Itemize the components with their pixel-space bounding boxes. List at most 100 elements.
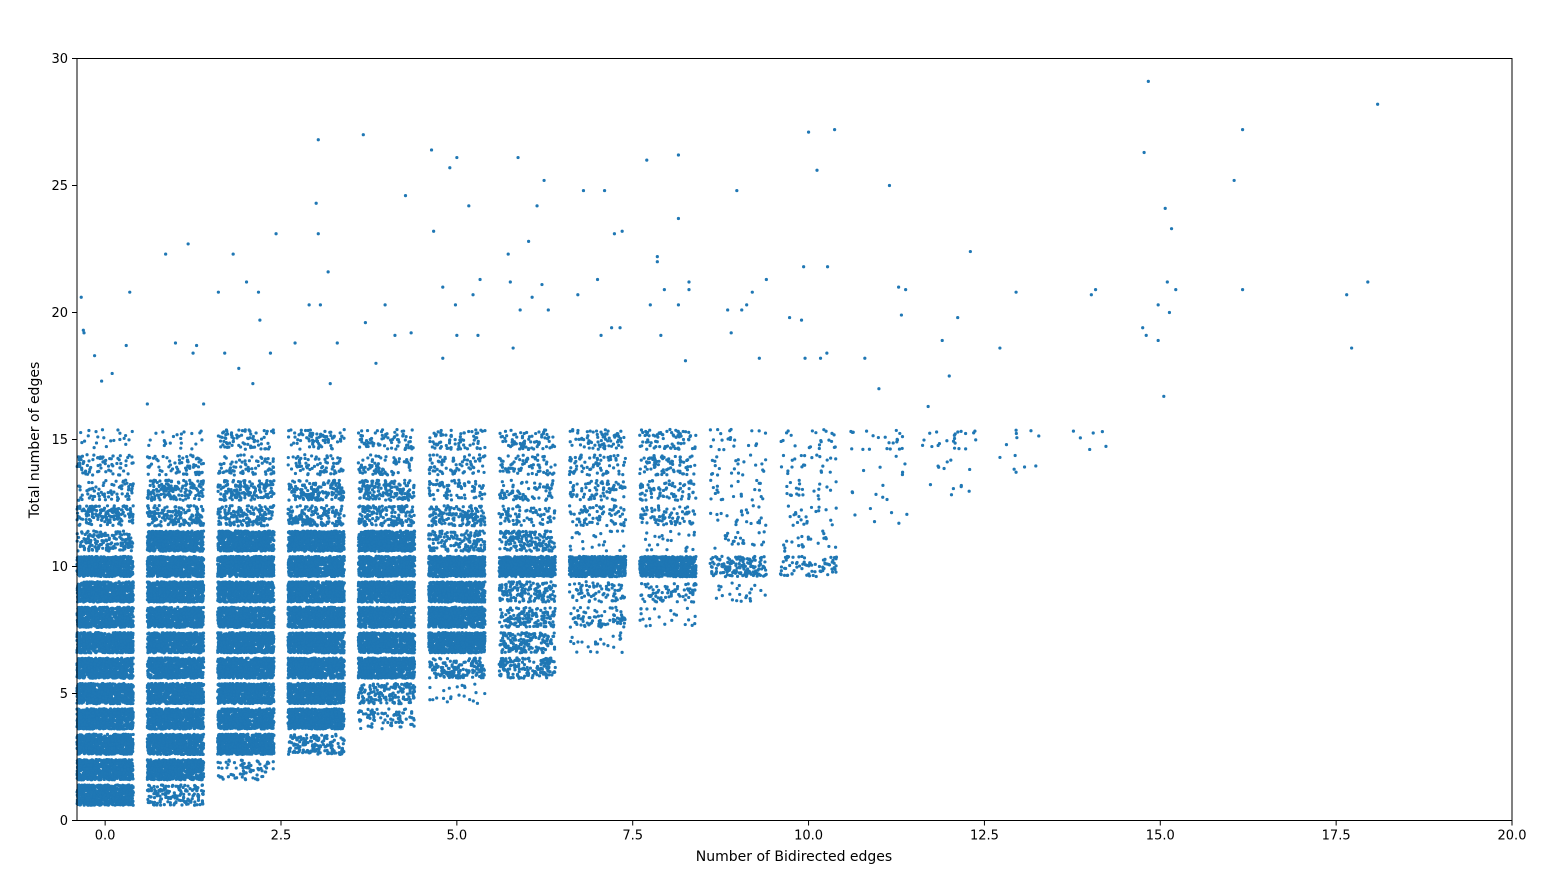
data-point — [99, 759, 102, 762]
data-point — [91, 752, 94, 755]
data-point — [90, 773, 93, 776]
data-point — [120, 785, 123, 788]
data-point — [84, 802, 87, 805]
data-point — [80, 764, 83, 767]
data-point — [109, 720, 112, 723]
data-point — [103, 767, 106, 770]
data-point — [103, 760, 106, 763]
data-point — [123, 670, 126, 673]
data-point — [130, 675, 133, 678]
data-point — [79, 803, 82, 806]
data-point — [113, 711, 116, 714]
data-point — [95, 742, 98, 745]
data-point — [103, 676, 106, 679]
data-point — [77, 783, 80, 786]
data-point — [102, 668, 105, 671]
data-point — [130, 784, 133, 787]
data-point — [110, 747, 113, 750]
data-point — [126, 796, 129, 799]
data-point — [122, 684, 125, 687]
data-point — [128, 694, 131, 697]
data-point — [127, 685, 130, 688]
data-point — [96, 758, 99, 761]
data-point — [116, 762, 119, 765]
data-point — [90, 724, 93, 727]
data-point — [86, 711, 89, 714]
data-point — [76, 724, 79, 727]
data-point — [117, 692, 120, 695]
data-point — [97, 750, 100, 753]
data-point — [92, 684, 95, 687]
data-point — [78, 658, 81, 661]
data-point — [85, 747, 88, 750]
data-point — [90, 708, 93, 711]
data-point — [85, 733, 88, 736]
data-point — [78, 691, 81, 694]
data-point — [84, 692, 87, 695]
data-point — [93, 777, 96, 780]
data-point — [98, 691, 101, 694]
data-point — [101, 715, 104, 718]
data-point — [101, 784, 104, 787]
data-point — [108, 695, 111, 698]
data-point — [113, 683, 116, 686]
data-point — [107, 699, 110, 702]
data-point — [114, 771, 117, 774]
data-point — [78, 788, 81, 791]
data-point — [117, 689, 120, 692]
data-point — [123, 766, 126, 769]
data-point — [76, 740, 79, 743]
data-point — [93, 761, 96, 764]
data-point — [93, 737, 96, 740]
data-point — [81, 686, 84, 689]
data-point — [118, 793, 121, 796]
data-point — [82, 772, 85, 775]
data-point — [77, 798, 80, 801]
data-point — [86, 661, 89, 664]
data-point — [123, 788, 126, 791]
data-point — [122, 797, 125, 800]
data-point — [122, 771, 125, 774]
data-point — [88, 718, 91, 721]
data-point — [124, 693, 127, 696]
data-point — [86, 687, 89, 690]
data-point — [103, 708, 106, 711]
data-point — [110, 752, 113, 755]
data-point — [110, 692, 113, 695]
data-point — [81, 785, 84, 788]
data-point — [114, 708, 117, 711]
data-point — [89, 803, 92, 806]
data-point — [82, 795, 85, 798]
data-point — [127, 768, 130, 771]
data-point — [124, 666, 127, 669]
data-point — [90, 791, 93, 794]
data-point — [95, 733, 98, 736]
data-point — [107, 723, 110, 726]
data-point — [82, 699, 85, 702]
data-point — [96, 675, 99, 678]
data-point — [130, 684, 133, 687]
data-point — [81, 662, 84, 665]
data-point — [126, 658, 129, 661]
data-point — [109, 689, 112, 692]
data-point — [92, 745, 95, 748]
data-point — [99, 695, 102, 698]
data-point — [96, 746, 99, 749]
data-point — [77, 667, 80, 670]
data-point — [99, 752, 102, 755]
data-point — [112, 675, 115, 678]
data-point — [123, 697, 126, 700]
data-point — [97, 722, 100, 725]
data-point — [120, 712, 123, 715]
data-point — [89, 672, 92, 675]
data-point — [124, 690, 127, 693]
data-point — [125, 800, 128, 803]
data-point — [113, 733, 116, 736]
data-point — [79, 793, 82, 796]
data-point — [109, 759, 112, 762]
data-point — [119, 764, 122, 767]
data-point — [124, 733, 127, 736]
data-point — [128, 793, 131, 796]
data-point — [106, 690, 109, 693]
data-point — [118, 726, 121, 729]
